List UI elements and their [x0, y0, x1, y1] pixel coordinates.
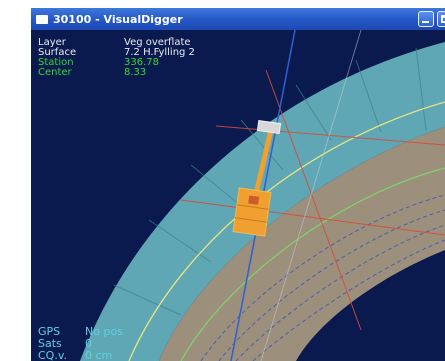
- cqv-value: 0 cm: [85, 349, 113, 361]
- station-label: Station: [38, 57, 74, 68]
- gps-panel: GPS No pos Sats 0 CQ.v. 0 cm: [38, 326, 158, 361]
- center-label: Center: [38, 67, 72, 78]
- layer-label: Layer: [38, 37, 66, 48]
- sats-label: Sats: [38, 337, 62, 350]
- excavator-arm: [252, 129, 274, 199]
- 3d-viewport[interactable]: Layer Veg overflate Surface 7.2 H.Fylling …: [31, 30, 445, 361]
- title-bar[interactable]: 30100 - VisualDigger: [31, 8, 445, 30]
- excavator-body: [232, 187, 272, 237]
- minimize-icon: [422, 21, 429, 23]
- road-inner-band: [159, 127, 445, 361]
- minimize-button[interactable]: [418, 11, 434, 27]
- cqv-label: CQ.v.: [38, 349, 67, 361]
- excavator-bucket: [256, 119, 282, 135]
- center-line: [180, 167, 445, 361]
- info-panel: Layer Veg overflate Surface 7.2 H.Fylling …: [38, 38, 238, 78]
- terrain-scene: [80, 30, 445, 361]
- center-value: 8.33: [124, 67, 147, 78]
- gps-label: GPS: [38, 325, 61, 338]
- window-title: 30100 - VisualDigger: [53, 12, 183, 26]
- station-value: 336.78: [124, 57, 159, 68]
- app-window-icon: [36, 14, 48, 24]
- visualdigger-window: 30100 - VisualDigger: [31, 8, 445, 361]
- sats-value: 0: [85, 337, 92, 350]
- surface-label: Surface: [38, 47, 77, 58]
- maximize-icon: [441, 15, 445, 23]
- layer-value: Veg overflate: [124, 37, 191, 48]
- gps-value: No pos: [85, 325, 123, 338]
- maximize-button[interactable]: [437, 11, 445, 27]
- surface-value: 7.2 H.Fylling 2: [124, 47, 195, 58]
